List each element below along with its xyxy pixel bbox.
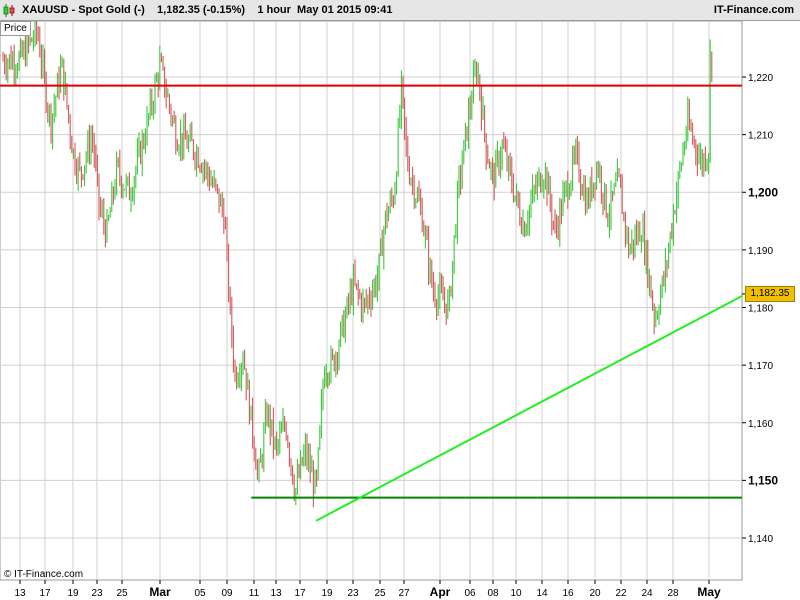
x-tick-label: 09 — [221, 588, 233, 599]
y-tick-label: 1,170 — [748, 361, 773, 372]
x-tick-label: 13 — [270, 588, 282, 599]
y-tick-label: 1,190 — [748, 246, 773, 257]
x-tick-label: 23 — [91, 588, 103, 599]
x-tick-label: 14 — [536, 588, 548, 599]
x-tick-label: 17 — [39, 588, 51, 599]
y-tick-label: 1,220 — [748, 73, 773, 84]
x-tick-label: 05 — [194, 588, 206, 599]
x-tick-label: 13 — [14, 588, 26, 599]
copyright-text: © IT-Finance.com — [4, 569, 84, 580]
y-tick-label: 1,160 — [748, 419, 773, 430]
x-tick-label: 22 — [615, 588, 627, 599]
x-tick-label: 27 — [398, 588, 410, 599]
y-tick-label: 1,150 — [748, 473, 778, 487]
x-tick-label: 24 — [641, 588, 653, 599]
trendline-line — [315, 295, 743, 522]
chart-title: XAUUSD - Spot Gold (-) 1,182.35 (-0.15%)… — [22, 4, 393, 16]
x-tick-label: 10 — [510, 588, 522, 599]
x-tick-label: May — [697, 585, 721, 599]
candlestick-icon — [3, 4, 15, 17]
x-tick-label: 28 — [667, 588, 679, 599]
x-tick-label: 16 — [562, 588, 574, 599]
x-tick-label: 25 — [116, 588, 128, 599]
chart-header: XAUUSD - Spot Gold (-) 1,182.35 (-0.15%)… — [0, 0, 800, 21]
x-tick-label: 08 — [487, 588, 499, 599]
y-tick-label: 1,200 — [748, 185, 778, 199]
x-tick-label: 19 — [67, 588, 79, 599]
y-tick-label: 1,140 — [748, 534, 773, 545]
x-tick-label: 23 — [347, 588, 359, 599]
x-tick-label: 19 — [321, 588, 333, 599]
x-tick-label: 25 — [374, 588, 386, 599]
x-tick-label: 06 — [464, 588, 476, 599]
price-pane-tab[interactable]: Price — [0, 21, 31, 36]
x-tick-label: Apr — [430, 585, 451, 599]
brand-label: IT-Finance.com — [713, 4, 794, 16]
x-tick-label: 11 — [249, 588, 260, 599]
x-tick-label: 20 — [589, 588, 601, 599]
y-tick-label: 1,180 — [748, 304, 773, 315]
y-tick-label: 1,210 — [748, 131, 773, 142]
last-price-badge: 1,182.35 — [745, 286, 795, 302]
x-tick-label: Mar — [149, 585, 171, 599]
x-tick-label: 17 — [294, 588, 306, 599]
